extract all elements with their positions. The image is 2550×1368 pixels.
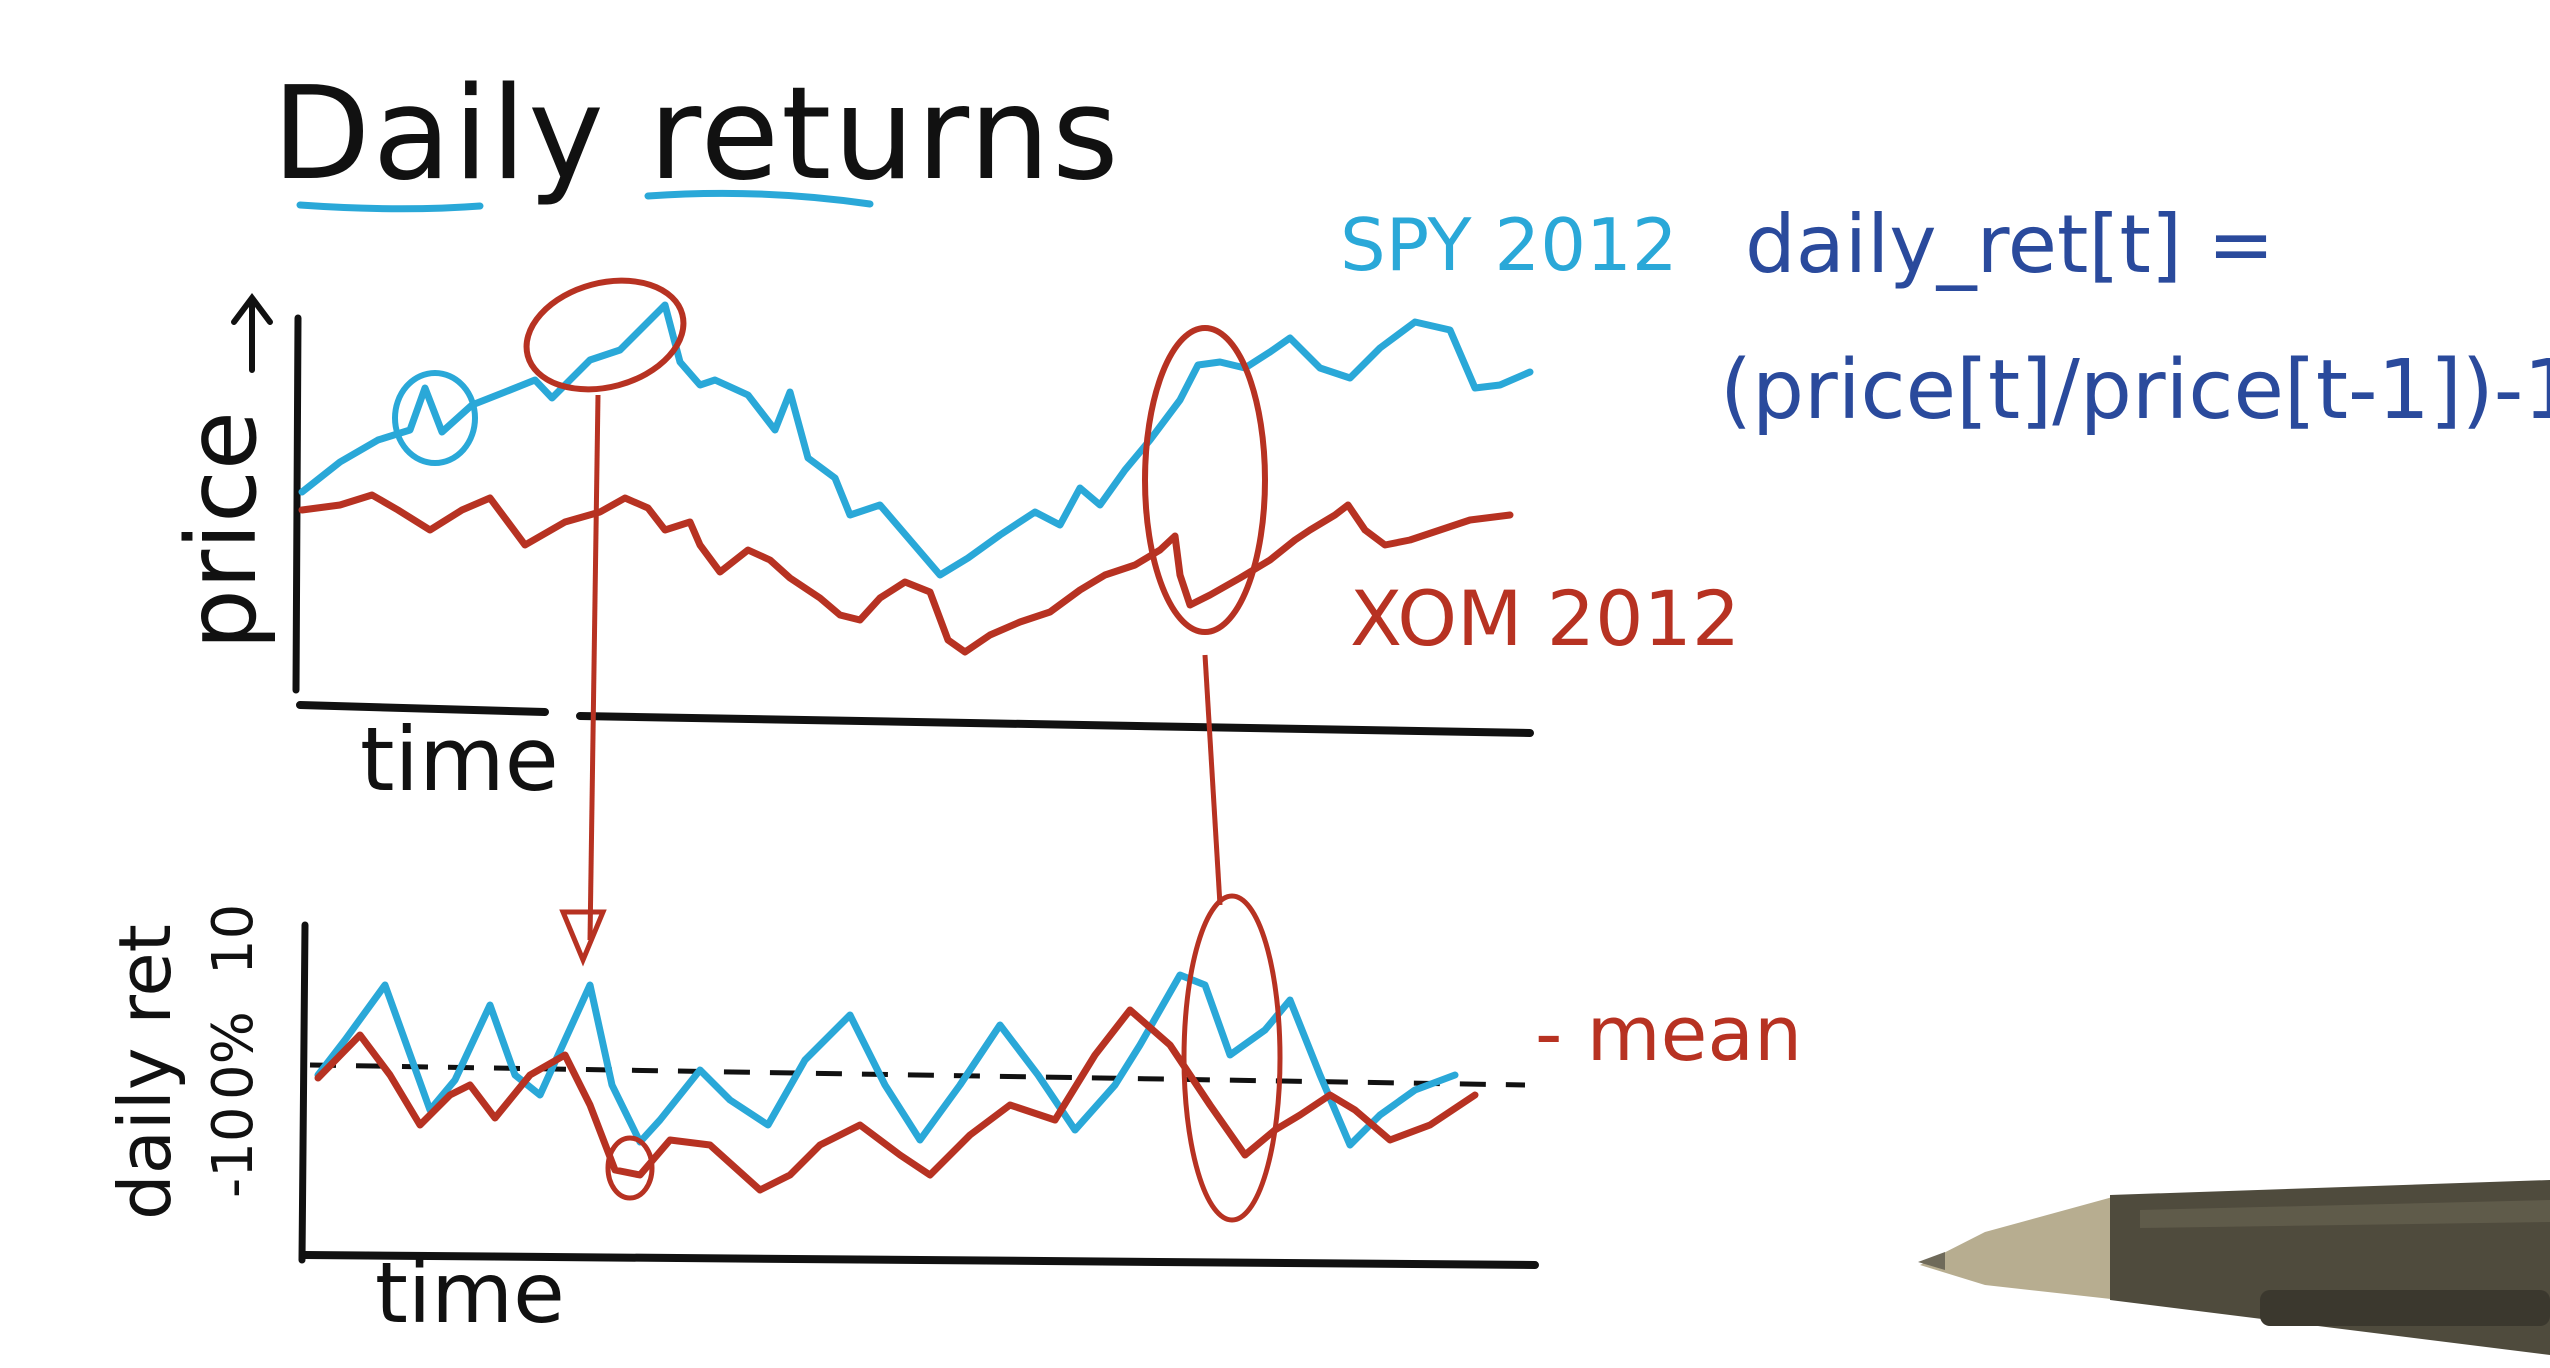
spy-series-label: SPY 2012 bbox=[1340, 203, 1678, 287]
price-x-axis bbox=[296, 701, 1534, 737]
returns-tick-0: 0% bbox=[201, 1011, 266, 1100]
spy-highlight-circle bbox=[392, 370, 478, 466]
title-underline-daily bbox=[296, 201, 484, 213]
price-axis-arrow-icon bbox=[231, 293, 273, 373]
stylus-pen-icon bbox=[1918, 1180, 2550, 1355]
connector-arrowhead-left-icon bbox=[559, 909, 607, 967]
price-y-label: price bbox=[166, 411, 278, 650]
big-move-circle-right bbox=[1142, 325, 1268, 635]
xom-returns-polyline bbox=[314, 1006, 1479, 1194]
xom-price-polyline bbox=[298, 491, 1514, 656]
returns-spike-circle bbox=[1181, 893, 1283, 1223]
connector-arrow-left bbox=[587, 394, 601, 941]
price-x-label: time bbox=[360, 708, 559, 811]
returns-x-axis bbox=[301, 1251, 1539, 1269]
returns-tick-10: 10 bbox=[201, 904, 266, 975]
formula-line-2: (price[t]/price[t-1])-1 bbox=[1720, 343, 2550, 438]
price-chart: price time bbox=[166, 293, 1534, 811]
returns-chart: daily ret time 10 0% -10 - mean bbox=[103, 893, 1802, 1342]
page-title: Daily returns bbox=[272, 60, 1121, 209]
formula-line-1: daily_ret[t] = bbox=[1745, 198, 2275, 291]
spy-returns-polyline bbox=[314, 971, 1459, 1149]
returns-y-label: daily ret bbox=[103, 924, 187, 1220]
title-underline-returns bbox=[644, 189, 874, 208]
returns-x-label: time bbox=[375, 1244, 565, 1342]
mean-label: - mean bbox=[1535, 989, 1802, 1078]
price-y-axis bbox=[292, 314, 302, 694]
connector-line-right bbox=[1202, 654, 1223, 906]
returns-y-axis bbox=[298, 921, 309, 1264]
spy-price-polyline bbox=[298, 301, 1534, 579]
xom-series-label: XOM 2012 bbox=[1350, 574, 1740, 663]
mean-dashed-line bbox=[309, 1062, 1526, 1088]
returns-tick-neg10: -10 bbox=[201, 1107, 266, 1198]
big-move-circle-left bbox=[523, 277, 687, 393]
price-lines: SPY 2012 XOM 2012 bbox=[298, 203, 1740, 967]
returns-low-circle bbox=[605, 1135, 655, 1201]
